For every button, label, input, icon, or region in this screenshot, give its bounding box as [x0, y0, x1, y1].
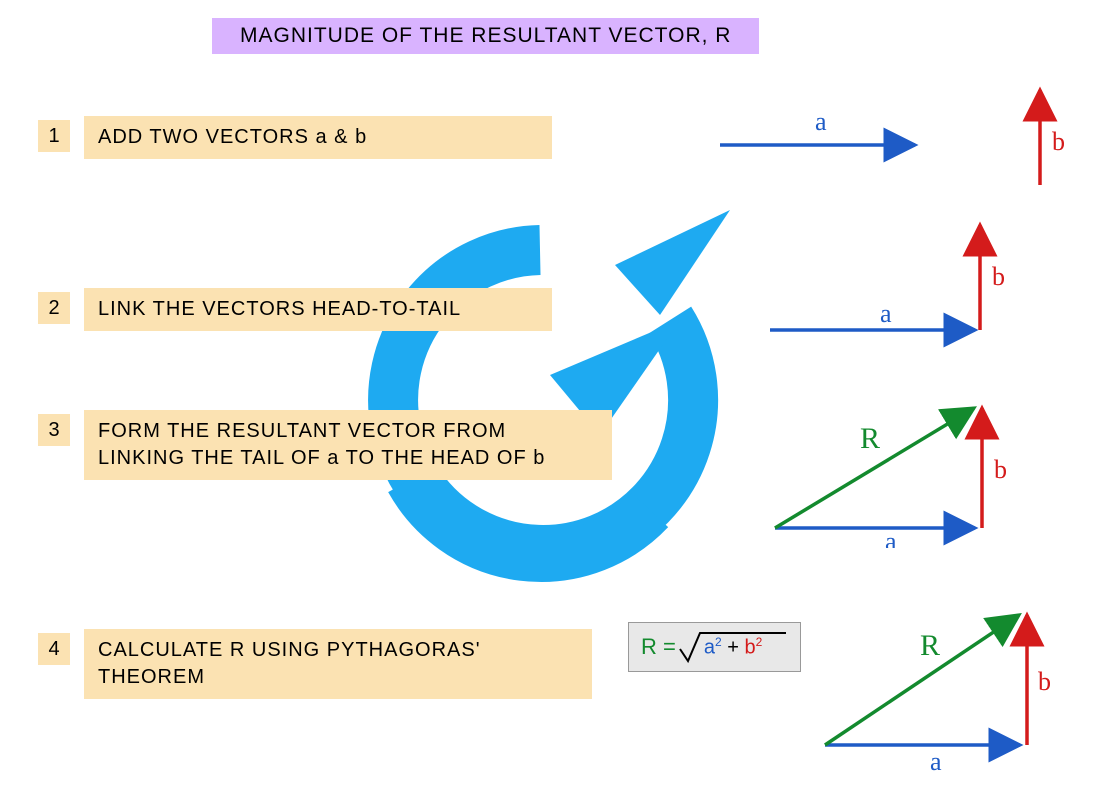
- watermark-logo: [350, 210, 730, 590]
- label-a: a: [930, 747, 942, 775]
- sqrt-symbol: a2 + b2: [678, 629, 788, 665]
- label-a: a: [880, 299, 892, 328]
- diagram-step-1: a b: [720, 80, 1080, 190]
- label-R: R: [920, 629, 940, 662]
- label-b: b: [1052, 127, 1065, 156]
- title-text: MAGNITUDE OF THE RESULTANT VECTOR, R: [240, 24, 731, 47]
- label-b: b: [992, 262, 1005, 291]
- step-number-2: 2: [38, 292, 70, 324]
- formula-box: R = a2 + b2: [628, 622, 801, 672]
- title: MAGNITUDE OF THE RESULTANT VECTOR, R: [212, 18, 759, 54]
- step-text-3: FORM THE RESULTANT VECTOR FROM LINKING T…: [84, 410, 612, 480]
- diagram-step-2: a b: [760, 210, 1060, 350]
- label-b: b: [994, 455, 1007, 484]
- step-text-4: CALCULATE R USING PYTHAGORAS' THEOREM: [84, 629, 592, 699]
- step-number-4: 4: [38, 633, 70, 665]
- diagram-step-4: a b R: [810, 595, 1090, 775]
- step-text-1: ADD TWO VECTORS a & b: [84, 116, 552, 159]
- label-R: R: [860, 422, 880, 455]
- step-text-2: LINK THE VECTORS HEAD-TO-TAIL: [84, 288, 552, 331]
- label-b: b: [1038, 667, 1051, 696]
- step-number-3: 3: [38, 414, 70, 446]
- step-number-1: 1: [38, 120, 70, 152]
- formula-lhs: R =: [641, 634, 676, 660]
- label-a: a: [885, 527, 897, 548]
- diagram-step-3: a b R: [760, 388, 1060, 548]
- label-a: a: [815, 107, 827, 136]
